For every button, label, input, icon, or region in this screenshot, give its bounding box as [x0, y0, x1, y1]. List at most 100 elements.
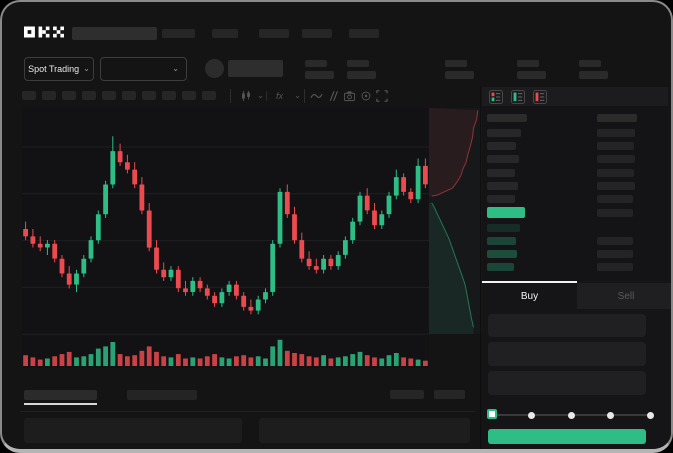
- tab-buy-label: Buy: [520, 290, 539, 302]
- toolbar-divider: [266, 91, 267, 101]
- stat-value-placeholder: [517, 71, 546, 79]
- drawing-tool-placeholder[interactable]: [162, 91, 176, 100]
- submit-order-button[interactable]: [488, 429, 646, 444]
- depth-chart[interactable]: [429, 108, 482, 334]
- ask-row-price-placeholder[interactable]: [487, 155, 519, 164]
- drawing-tool-placeholder[interactable]: [42, 91, 56, 100]
- okx-logo[interactable]: [24, 26, 64, 38]
- bottom-action-placeholder[interactable]: [390, 390, 424, 399]
- bottom-content-placeholder: [24, 418, 242, 443]
- book-header-left-placeholder: [487, 114, 527, 122]
- slider-mark[interactable]: [567, 411, 575, 419]
- order-total-field-placeholder[interactable]: [488, 371, 646, 395]
- drawing-tool-placeholder[interactable]: [122, 91, 136, 100]
- drawing-tool-placeholder[interactable]: [142, 91, 156, 100]
- bottom-tab-active-placeholder[interactable]: [24, 390, 97, 400]
- ask-row-amount-placeholder[interactable]: [597, 129, 635, 137]
- panel-divider: [480, 87, 481, 449]
- tab-buy[interactable]: Buy: [482, 283, 577, 309]
- stat-label-placeholder: [445, 60, 467, 67]
- slider-mark[interactable]: [528, 411, 535, 419]
- chevron-down-icon: ⌄: [172, 64, 179, 73]
- pair-name-placeholder: [228, 60, 283, 77]
- alerts-icon[interactable]: [358, 89, 373, 103]
- nav-item-placeholder[interactable]: [162, 29, 195, 38]
- bottom-tab-placeholder[interactable]: [127, 390, 197, 400]
- book-header-right-placeholder: [597, 114, 637, 122]
- drawing-tool-placeholder[interactable]: [202, 91, 216, 100]
- toolbar-divider: [304, 89, 305, 103]
- bid-row-amount-placeholder[interactable]: [597, 250, 633, 258]
- tab-sell[interactable]: Sell: [577, 283, 671, 309]
- toolbar-divider: [230, 89, 231, 103]
- slider-mark[interactable]: [607, 411, 614, 419]
- drawing-tool-placeholder[interactable]: [82, 91, 96, 100]
- line-tool-icon[interactable]: [309, 89, 324, 103]
- order-book-toolbar: [482, 87, 668, 106]
- bid-row-price-placeholder[interactable]: [487, 250, 517, 258]
- pair-selector[interactable]: ⌄: [100, 57, 187, 81]
- drawing-tool-placeholder[interactable]: [22, 91, 36, 100]
- market-type-label: Spot Trading: [28, 64, 80, 74]
- bottom-action-placeholder[interactable]: [434, 390, 465, 399]
- bottom-divider: [20, 411, 475, 412]
- drawing-tool-placeholder[interactable]: [62, 91, 76, 100]
- stat-label-placeholder: [347, 60, 369, 67]
- tab-sell-label: Sell: [617, 290, 635, 302]
- ask-row-amount-placeholder[interactable]: [597, 195, 633, 203]
- nav-item-placeholder[interactable]: [349, 29, 379, 38]
- fullscreen-icon[interactable]: [374, 89, 389, 103]
- ask-row-price-placeholder[interactable]: [487, 195, 515, 203]
- active-tab-indicator: [482, 281, 577, 283]
- candle-style-icon[interactable]: [238, 89, 253, 103]
- stat-value-placeholder: [445, 71, 474, 79]
- chevron-down-icon[interactable]: ⌄: [257, 91, 264, 100]
- amount-slider[interactable]: [487, 409, 654, 421]
- drawing-tool-placeholder[interactable]: [102, 91, 116, 100]
- chevron-down-icon[interactable]: ⌄: [294, 91, 301, 100]
- order-amount-field-placeholder[interactable]: [488, 342, 646, 366]
- stat-value-placeholder: [347, 71, 376, 79]
- candlestick-chart[interactable]: [22, 108, 429, 368]
- ask-row-price-placeholder[interactable]: [487, 168, 515, 177]
- nav-item-placeholder[interactable]: [302, 29, 332, 38]
- stat-value-placeholder: [305, 71, 334, 79]
- camera-icon[interactable]: [342, 89, 357, 103]
- stat-label-placeholder: [305, 60, 327, 67]
- stat-label-placeholder: [517, 60, 539, 67]
- ask-row-price-placeholder[interactable]: [487, 142, 516, 151]
- bottom-content-placeholder: [259, 418, 470, 443]
- ask-row-price-placeholder[interactable]: [487, 181, 518, 190]
- book-combined-icon[interactable]: [489, 90, 503, 104]
- compare-icon[interactable]: [325, 89, 340, 103]
- bid-row-price-placeholder[interactable]: [487, 237, 516, 245]
- book-asks-only-icon[interactable]: [533, 90, 547, 104]
- bid-row-price-placeholder[interactable]: [487, 263, 514, 271]
- bottom-tab-underline: [24, 403, 97, 405]
- ask-row-amount-placeholder[interactable]: [597, 181, 635, 190]
- ticker-placeholder: [72, 27, 157, 40]
- indicators-icon[interactable]: fx: [275, 91, 283, 101]
- stat-value-placeholder: [579, 71, 608, 79]
- last-price-bar[interactable]: [487, 207, 525, 218]
- bid-row-price-placeholder[interactable]: [487, 224, 520, 232]
- slider-handle[interactable]: [487, 409, 497, 419]
- ask-row-amount-placeholder[interactable]: [597, 142, 634, 151]
- nav-item-placeholder[interactable]: [212, 29, 238, 38]
- book-bids-only-icon[interactable]: [511, 90, 525, 104]
- market-type-selector[interactable]: Spot Trading ⌄: [24, 57, 94, 81]
- stat-label-placeholder: [579, 60, 601, 67]
- ask-row-price-placeholder[interactable]: [487, 129, 521, 137]
- slider-mark[interactable]: [646, 411, 654, 419]
- bid-row-amount-placeholder[interactable]: [597, 263, 633, 271]
- pair-avatar-placeholder: [205, 59, 224, 78]
- ask-row-amount-placeholder[interactable]: [597, 168, 634, 177]
- last-price-right-placeholder: [597, 209, 633, 217]
- chevron-down-icon: ⌄: [83, 64, 90, 73]
- ask-row-amount-placeholder[interactable]: [597, 155, 635, 164]
- nav-item-placeholder[interactable]: [259, 29, 289, 38]
- drawing-tool-placeholder[interactable]: [182, 91, 196, 100]
- order-price-field-placeholder[interactable]: [488, 314, 646, 337]
- bid-row-amount-placeholder[interactable]: [597, 237, 633, 245]
